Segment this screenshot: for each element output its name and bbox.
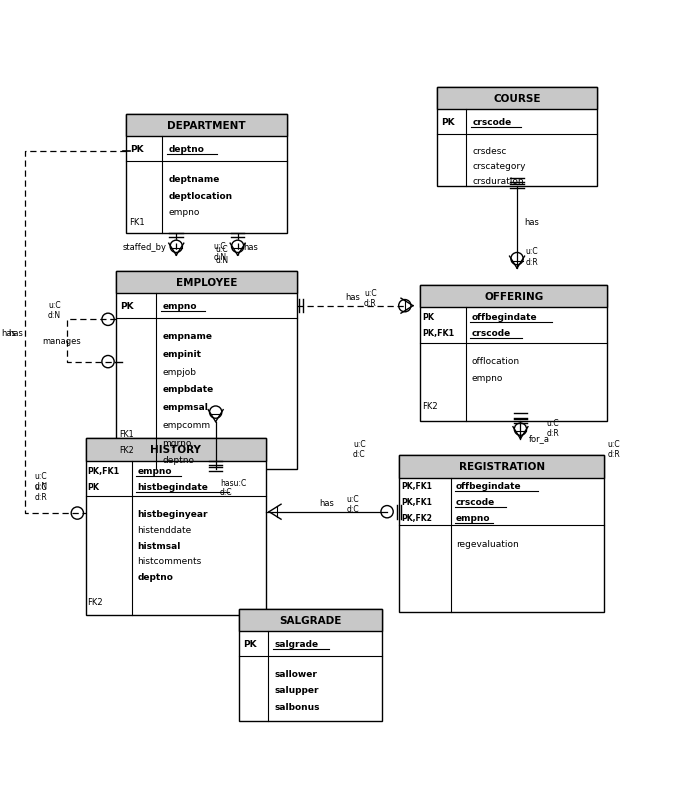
Text: PK,FK1: PK,FK1	[88, 467, 119, 476]
Text: salgrade: salgrade	[275, 639, 319, 648]
Text: staffed_by: staffed_by	[123, 243, 167, 252]
Text: empmsal: empmsal	[163, 403, 208, 411]
Text: empno: empno	[163, 302, 197, 311]
Text: u:C
d:R: u:C d:R	[364, 289, 377, 308]
Text: u:C
d:C: u:C d:C	[346, 494, 359, 513]
Text: histbegindate: histbegindate	[137, 482, 208, 491]
Text: FK2: FK2	[422, 402, 437, 411]
Text: deptlocation: deptlocation	[169, 192, 233, 200]
Text: PK: PK	[243, 639, 257, 648]
Bar	[86, 439, 266, 616]
Text: deptname: deptname	[169, 175, 220, 184]
Text: offbegindate: offbegindate	[472, 313, 538, 322]
Text: regevaluation: regevaluation	[456, 539, 519, 548]
Text: PK,FK2: PK,FK2	[402, 513, 432, 522]
Text: PK: PK	[88, 482, 99, 491]
Text: for_a: for_a	[529, 434, 550, 443]
Bar	[116, 272, 297, 469]
Text: salbonus: salbonus	[275, 702, 320, 711]
Text: hasu:C: hasu:C	[219, 478, 246, 488]
Text: crsdesc: crsdesc	[473, 147, 506, 156]
Text: COURSE: COURSE	[493, 94, 541, 103]
Bar	[239, 609, 382, 631]
Text: SALGRADE: SALGRADE	[279, 615, 342, 625]
Text: empcomm: empcomm	[163, 420, 210, 429]
Text: PK: PK	[422, 313, 434, 322]
Text: FK2: FK2	[88, 597, 103, 606]
Text: offlocation: offlocation	[472, 356, 520, 365]
Text: u:C
d:N: u:C d:N	[215, 245, 228, 264]
Text: histbeginyear: histbeginyear	[137, 509, 208, 519]
Text: empjob: empjob	[163, 367, 197, 376]
Bar	[239, 609, 382, 721]
Text: FK2: FK2	[119, 446, 134, 455]
Text: HISTORY: HISTORY	[150, 445, 201, 455]
Text: PK: PK	[120, 302, 134, 311]
Text: has: has	[8, 328, 23, 338]
Text: d:C: d:C	[219, 487, 233, 496]
Text: empno: empno	[137, 467, 172, 476]
Bar	[420, 286, 607, 308]
Bar	[420, 286, 607, 421]
Text: OFFERING: OFFERING	[484, 291, 543, 302]
Bar	[126, 115, 287, 234]
Text: empbdate: empbdate	[163, 385, 214, 394]
Text: empno: empno	[456, 513, 491, 522]
Text: u:C
d:R: u:C d:R	[525, 247, 538, 266]
Text: has: has	[345, 292, 359, 302]
Bar	[400, 456, 604, 478]
Text: crsduration: crsduration	[473, 176, 524, 185]
Bar	[400, 456, 604, 612]
Text: manages: manages	[43, 337, 81, 346]
Text: empinit: empinit	[163, 350, 201, 358]
Text: u:C
d:N: u:C d:N	[214, 242, 227, 261]
Bar	[437, 87, 598, 186]
Text: REGISTRATION: REGISTRATION	[459, 462, 544, 472]
Bar	[86, 439, 266, 461]
Text: histenddate: histenddate	[137, 525, 192, 534]
Text: PK,FK1: PK,FK1	[422, 329, 454, 338]
Text: histmsal: histmsal	[137, 541, 181, 550]
Text: crscode: crscode	[472, 329, 511, 338]
Text: PK,FK1: PK,FK1	[402, 482, 432, 491]
Text: offbegindate: offbegindate	[456, 482, 522, 491]
Text: PK,FK1: PK,FK1	[402, 497, 432, 506]
Text: u:C
d:N: u:C d:N	[48, 301, 61, 320]
Text: FK1: FK1	[129, 217, 145, 226]
Text: mgrno: mgrno	[163, 438, 192, 447]
Text: EMPLOYEE: EMPLOYEE	[176, 277, 237, 288]
Text: crscode: crscode	[473, 118, 511, 127]
Bar	[116, 272, 297, 294]
Text: empno: empno	[169, 208, 200, 217]
Bar	[437, 87, 598, 110]
Text: PK: PK	[441, 118, 455, 127]
Text: salupper: salupper	[275, 686, 319, 695]
Text: FK1: FK1	[119, 429, 134, 438]
Text: deptno: deptno	[163, 456, 195, 465]
Text: u:C
d:N: u:C d:N	[34, 471, 48, 490]
Text: u:C
d:C: u:C d:C	[353, 439, 366, 459]
Text: u:C
d:R: u:C d:R	[607, 439, 620, 459]
Text: has: has	[524, 217, 539, 227]
Text: u:C
d:R: u:C d:R	[34, 482, 47, 501]
Bar	[126, 115, 287, 137]
Text: has: has	[319, 499, 334, 508]
Text: histcomments: histcomments	[137, 557, 201, 565]
Text: has: has	[1, 328, 16, 338]
Text: crscode: crscode	[456, 497, 495, 506]
Text: empname: empname	[163, 332, 213, 341]
Text: empno: empno	[472, 374, 503, 383]
Text: deptno: deptno	[169, 145, 205, 154]
Text: sallower: sallower	[275, 669, 317, 678]
Text: deptno: deptno	[137, 573, 173, 581]
Text: has: has	[243, 243, 258, 252]
Text: PK: PK	[130, 145, 144, 154]
Text: u:C
d:R: u:C d:R	[546, 419, 559, 438]
Text: DEPARTMENT: DEPARTMENT	[167, 121, 246, 131]
Text: crscategory: crscategory	[473, 161, 526, 170]
